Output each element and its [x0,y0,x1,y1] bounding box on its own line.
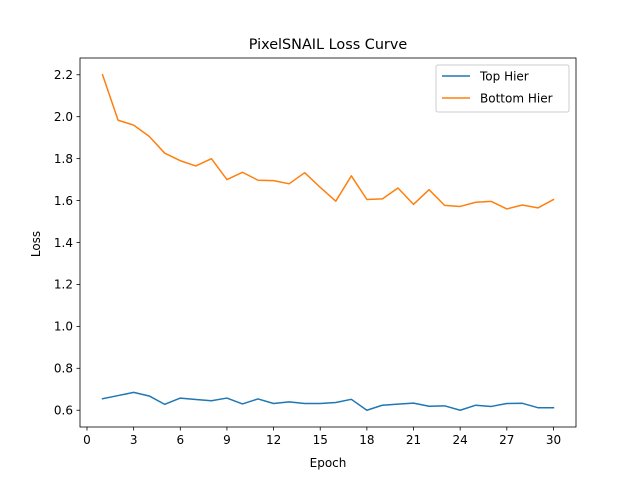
x-tick-label: 15 [313,433,328,447]
legend-label-0: Top Hier [479,69,529,83]
legend: Top Hier Bottom Hier [435,64,570,113]
y-tick-label: 1.0 [54,320,73,334]
y-axis: 0.6 0.8 1.0 1.2 1.4 1.6 1.8 2.0 2.2 [54,68,80,418]
x-axis: 0 3 6 9 12 15 18 21 24 27 30 [83,427,561,447]
y-tick-label: 1.6 [54,194,73,208]
y-tick-label: 0.6 [54,404,73,418]
x-tick-label: 30 [546,433,561,447]
y-tick-label: 2.2 [54,68,73,82]
series-line-1 [101,73,555,210]
x-tick-label: 9 [223,433,231,447]
y-tick-label: 2.0 [54,110,73,124]
y-tick-label: 0.8 [54,362,73,376]
x-tick-label: 6 [176,433,184,447]
chart-title: PixelSNAIL Loss Curve [249,37,408,53]
x-tick-label: 27 [499,433,514,447]
x-tick-label: 24 [453,433,468,447]
x-tick-label: 0 [83,433,91,447]
y-axis-label: Loss [29,231,43,257]
x-tick-label: 3 [130,433,138,447]
y-tick-label: 1.4 [54,236,73,250]
plot-frame [79,57,577,428]
y-tick-label: 1.2 [54,278,73,292]
x-tick-label: 21 [406,433,421,447]
x-tick-label: 12 [266,433,281,447]
series-line-0 [101,391,555,411]
x-tick-label: 18 [359,433,374,447]
legend-label-1: Bottom Hier [480,91,553,105]
plot-lines [101,73,555,411]
x-axis-label: Epoch [310,456,347,470]
y-tick-label: 1.8 [54,152,73,166]
